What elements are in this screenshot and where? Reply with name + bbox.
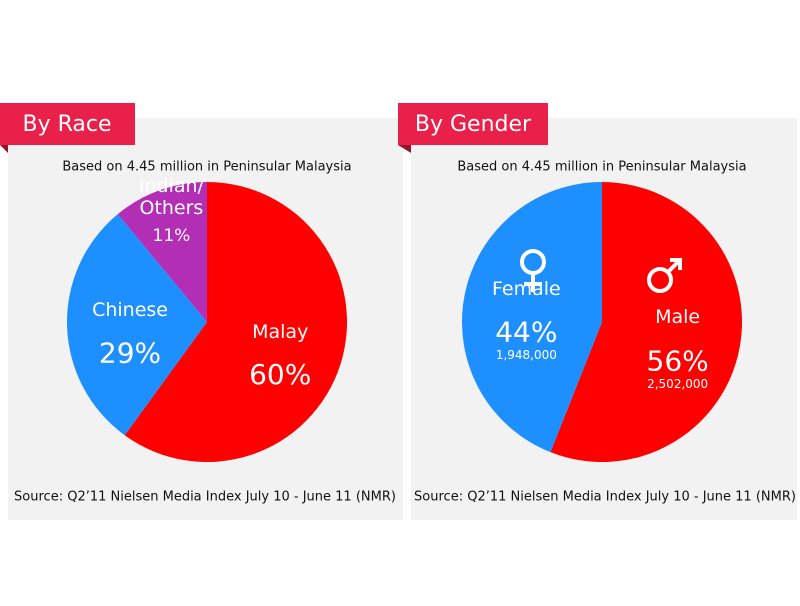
male-icon <box>647 258 682 293</box>
value-label: 44% <box>495 316 557 349</box>
subtitle: Based on 4.45 million in Peninsular Mala… <box>62 160 351 175</box>
value-label: 11% <box>153 226 191 246</box>
subtitle: Based on 4.45 million in Peninsular Mala… <box>457 160 746 175</box>
value-label: 56% <box>647 344 709 377</box>
category-label: Male <box>655 306 701 329</box>
category-label-box: Chinese <box>92 299 168 322</box>
category-label: Indian/ Others <box>138 175 204 220</box>
pie-slice <box>117 182 207 322</box>
source: Source: Q2’11 Nielsen Media Index July 1… <box>14 490 396 505</box>
tab <box>0 103 135 145</box>
source: Source: Q2’11 Nielsen Media Index July 1… <box>414 490 796 505</box>
pie-slice <box>462 182 602 453</box>
value-label: 29% <box>99 336 161 369</box>
chart-title: By Race <box>22 112 111 137</box>
tab <box>398 103 548 145</box>
category-label-box: Female <box>492 277 561 300</box>
count-label: 1,948,000 <box>496 348 557 362</box>
category-label-box: Male <box>655 306 701 329</box>
category-label-box: Indian/ Others <box>138 175 204 220</box>
pie-slice <box>124 182 347 462</box>
pie-slice <box>67 214 207 436</box>
value-label: 60% <box>249 358 311 391</box>
category-label: Chinese <box>92 299 168 322</box>
count-label: 2,502,000 <box>647 377 708 391</box>
pie-slice <box>550 182 743 462</box>
category-label: Malay <box>252 320 309 343</box>
female-icon <box>520 249 546 292</box>
category-label-box: Malay <box>252 320 309 343</box>
tab-fold <box>398 145 411 153</box>
category-label: Female <box>492 277 561 300</box>
tab-fold <box>0 145 8 153</box>
chart-title: By Gender <box>415 112 532 137</box>
